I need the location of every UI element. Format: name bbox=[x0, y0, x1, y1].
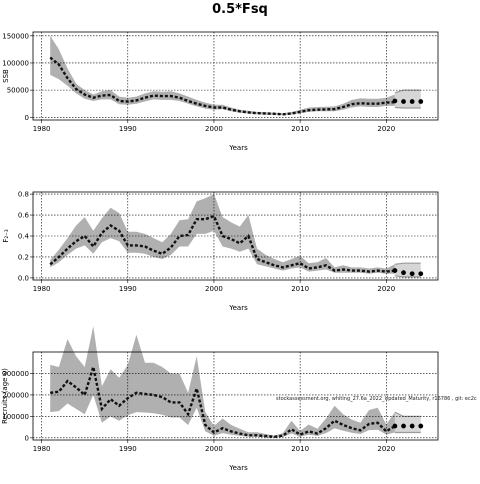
recruitment-y-axis-label: Recruits (age 0) bbox=[1, 368, 9, 424]
fbar-x-tick-label: 2000 bbox=[205, 285, 223, 293]
recruitment-forecast-point bbox=[418, 423, 424, 429]
recruitment-y-tick-label: 200000 bbox=[2, 391, 29, 399]
ssb-forecast-lower-line bbox=[394, 106, 421, 109]
recruitment-forecast-point bbox=[409, 423, 415, 429]
recruitment-x-tick-label: 2020 bbox=[377, 445, 395, 453]
panel-ssb: 1980 1990 2000 2010 2020 0 50000 100000 150000 Ye… bbox=[2, 31, 439, 152]
ssb-y-tick-label: 50000 bbox=[7, 87, 29, 95]
recruitment-x-tick-label: 1980 bbox=[33, 445, 51, 453]
fbar-y-tick-label: 0.4 bbox=[18, 233, 30, 241]
ssb-forecast-point bbox=[418, 99, 424, 104]
ssb-confidence-band bbox=[50, 35, 395, 116]
fbar-x-tick-label: 1990 bbox=[119, 285, 137, 293]
ssb-x-tick-label: 2020 bbox=[377, 125, 395, 133]
fbar-forecast-upper-line bbox=[394, 262, 421, 265]
fbar-y-tick-label: 0.6 bbox=[18, 212, 30, 220]
fbar-x-tick-label: 2010 bbox=[291, 285, 309, 293]
ssb-forecast-band bbox=[394, 90, 421, 108]
recruitment-confidence-band bbox=[50, 326, 395, 438]
ssb-plot-frame bbox=[32, 31, 439, 121]
recruitment-estimate-line bbox=[50, 366, 396, 439]
ssb-y-tick-label: 0 bbox=[25, 114, 29, 122]
fbar-forecast-point bbox=[418, 271, 424, 277]
ssb-estimate-line bbox=[49, 56, 395, 116]
panel-recruitment: 1980 1990 2000 2010 2020 0 100000 200000 300000 Y… bbox=[1, 326, 439, 472]
fbar-y-axis-label: F₂₋₃ bbox=[2, 229, 10, 243]
ssb-y-tick-label: 150000 bbox=[2, 32, 29, 40]
recruitment-y-tick-label: 0 bbox=[25, 434, 29, 442]
ssb-x-axis-label: Years bbox=[228, 144, 248, 152]
fbar-estimate-line bbox=[49, 214, 396, 273]
ssb-forecast-point bbox=[409, 99, 415, 104]
fbar-x-tick-label: 2020 bbox=[377, 285, 395, 293]
fbar-confidence-band bbox=[50, 194, 395, 274]
figure-title: 0.5*Fsq bbox=[212, 2, 268, 17]
recruitment-plot-frame bbox=[32, 351, 439, 441]
fbar-forecast-point bbox=[401, 270, 406, 276]
fbar-forecast-point bbox=[392, 268, 398, 273]
recruitment-forecast-point bbox=[401, 423, 406, 429]
ssb-y-axis-label: SSB bbox=[2, 69, 10, 83]
ssb-x-tick-label: 1990 bbox=[119, 125, 137, 133]
ssb-x-tick-label: 2000 bbox=[205, 125, 223, 133]
ssb-forecast-point bbox=[401, 99, 406, 104]
recruitment-x-tick-label: 2000 bbox=[205, 445, 223, 453]
panel-fbar: 1980 1990 2000 2010 2020 0.0 0.2 0.4 0.6 0.8 Years… bbox=[2, 191, 439, 312]
recruitment-x-tick-label: 2010 bbox=[291, 445, 309, 453]
ssb-x-tick-label: 2010 bbox=[291, 125, 309, 133]
fbar-y-tick-label: 0.0 bbox=[18, 274, 29, 282]
recruitment-y-tick-label: 300000 bbox=[2, 370, 29, 378]
recruitment-y-tick-label: 100000 bbox=[2, 413, 29, 421]
fbar-x-tick-label: 1980 bbox=[33, 285, 51, 293]
recruitment-x-tick-label: 1990 bbox=[119, 445, 137, 453]
watermark-text: stockassessment.org, whiting_27.6a_2022_… bbox=[276, 396, 477, 402]
fbar-forecast-band bbox=[394, 263, 421, 277]
fbar-forecast-lower-line bbox=[394, 275, 421, 278]
fbar-x-axis-label: Years bbox=[228, 304, 248, 312]
fbar-forecast-point bbox=[409, 271, 415, 277]
ssb-forecast-point bbox=[392, 98, 398, 104]
fbar-y-tick-label: 0.2 bbox=[18, 253, 29, 261]
ssb-y-tick-label: 100000 bbox=[2, 59, 29, 67]
ssb-x-tick-label: 1980 bbox=[33, 125, 51, 133]
recruitment-forecast-band bbox=[394, 412, 421, 433]
recruitment-forecast-upper-line bbox=[394, 411, 421, 417]
recruitment-forecast-point bbox=[392, 423, 398, 429]
ssb-forecast-upper-line bbox=[394, 89, 421, 94]
recruitment-x-axis-label: Years bbox=[228, 464, 248, 472]
fbar-y-tick-label: 0.8 bbox=[18, 191, 29, 199]
